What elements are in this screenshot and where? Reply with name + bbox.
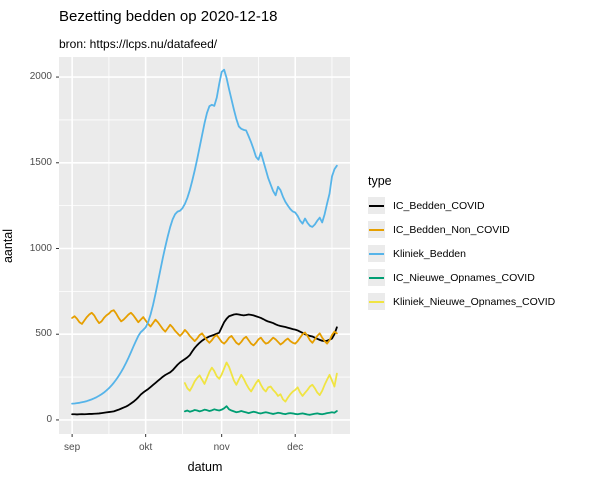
x-axis-title: datum	[187, 460, 223, 474]
series-line-Kliniek_Bedden	[71, 68, 338, 405]
legend-key-line	[369, 228, 384, 231]
legend-key	[368, 269, 385, 286]
legend-item: IC_Bedden_Non_COVID	[368, 221, 555, 238]
y-axis-tick-label: 1500	[29, 156, 52, 168]
legend-item: Kliniek_Bedden	[368, 245, 555, 262]
legend-key-line	[369, 252, 384, 255]
series-lines	[71, 68, 338, 416]
legend-label: Kliniek_Bedden	[393, 247, 466, 260]
y-axis-tick-label: 500	[35, 328, 52, 340]
x-axis-tick-label: sep	[64, 442, 81, 453]
x-axis-tick-label: okt	[138, 442, 153, 453]
series-line-IC_Nieuwe_Opnames_COVID	[183, 405, 338, 416]
legend-item: Kliniek_Nieuwe_Opnames_COVID	[368, 293, 555, 310]
legend-rows: IC_Bedden_COVID IC_Bedden_Non_COVID Klinie…	[368, 197, 555, 310]
y-axis-tick-label: 2000	[29, 71, 52, 83]
legend-label: Kliniek_Nieuwe_Opnames_COVID	[393, 295, 556, 308]
axis-tick-marks	[56, 76, 296, 437]
legend-key	[368, 221, 385, 238]
plot-subtitle: bron: https://lcps.nu/datafeed/	[59, 37, 218, 51]
y-axis-title: aantal	[1, 228, 15, 264]
legend-key-line	[369, 300, 384, 303]
legend-key-line	[369, 204, 384, 207]
y-axis-tick-label: 1000	[29, 242, 52, 254]
legend-title: type	[368, 174, 392, 188]
series-line-IC_Bedden_Non_COVID	[71, 309, 338, 347]
legend-key	[368, 245, 385, 262]
legend-label: IC_Bedden_COVID	[393, 199, 485, 212]
grid	[59, 57, 350, 434]
legend-key	[368, 197, 385, 214]
legend-label: IC_Nieuwe_Opnames_COVID	[393, 271, 535, 284]
plot-title: Bezetting bedden op 2020-12-18	[59, 8, 278, 25]
legend-item: IC_Bedden_COVID	[368, 197, 555, 214]
series-line-Kliniek_Nieuwe_Opnames_COVID	[183, 361, 338, 403]
x-axis-tick-label: nov	[213, 442, 230, 453]
legend: type IC_Bedden_COVID IC_Bedden_Non_COVID K…	[368, 174, 555, 317]
y-axis-tick-label: 0	[46, 413, 52, 425]
legend-key-line	[369, 276, 384, 279]
x-axis-tick-label: dec	[287, 442, 304, 453]
legend-label: IC_Bedden_Non_COVID	[393, 223, 510, 236]
series-line-IC_Bedden_COVID	[71, 313, 338, 416]
legend-key	[368, 293, 385, 310]
legend-item: IC_Nieuwe_Opnames_COVID	[368, 269, 555, 286]
